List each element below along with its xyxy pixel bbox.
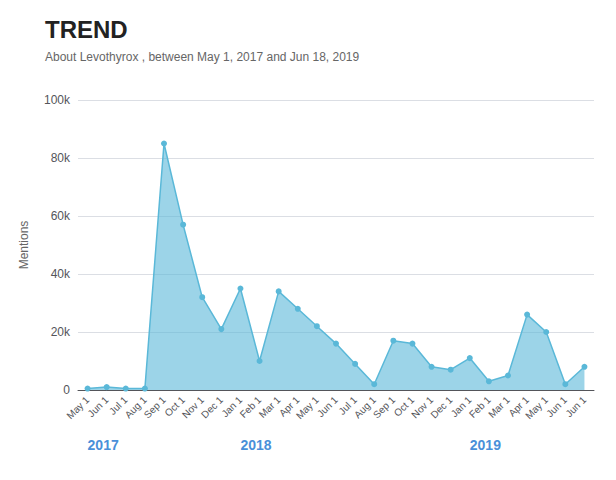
svg-text:Mentions: Mentions [17,221,31,270]
svg-text:Feb 1: Feb 1 [237,394,264,420]
svg-text:Aug 1: Aug 1 [351,394,379,421]
svg-text:Jun 1: Jun 1 [315,394,340,419]
svg-text:Jul 1: Jul 1 [107,394,130,417]
svg-text:May 1: May 1 [523,394,550,421]
svg-text:40k: 40k [51,267,71,281]
svg-text:Feb 1: Feb 1 [466,394,493,420]
svg-text:Jun 1: Jun 1 [85,394,110,419]
svg-text:Nov 1: Nov 1 [409,394,436,421]
svg-text:TREND: TREND [45,16,128,43]
svg-text:2018: 2018 [240,437,271,453]
svg-text:100k: 100k [44,93,71,107]
svg-text:2017: 2017 [88,437,119,453]
svg-text:Apr 1: Apr 1 [277,394,302,419]
svg-text:About Levothyrox , between May: About Levothyrox , between May 1, 2017 a… [45,50,360,64]
svg-text:60k: 60k [51,209,71,223]
svg-text:80k: 80k [51,151,71,165]
svg-text:Mar 1: Mar 1 [257,394,283,420]
svg-text:20k: 20k [51,325,71,339]
svg-text:Nov 1: Nov 1 [179,394,207,421]
svg-text:Sep 1: Sep 1 [142,394,169,421]
svg-text:Oct 1: Oct 1 [162,394,187,419]
svg-text:Jul 1: Jul 1 [336,394,359,417]
svg-text:Apr 1: Apr 1 [506,394,531,419]
svg-text:Jun 1: Jun 1 [544,394,569,419]
svg-text:Dec 1: Dec 1 [428,394,455,421]
svg-text:May 1: May 1 [294,394,321,421]
svg-text:May 1: May 1 [64,394,91,421]
svg-text:Dec 1: Dec 1 [199,394,226,421]
svg-text:2019: 2019 [470,437,501,453]
svg-text:Sep 1: Sep 1 [371,394,398,421]
svg-text:Jan 1: Jan 1 [448,394,474,420]
svg-text:Aug 1: Aug 1 [122,394,149,421]
svg-text:Jan 1: Jan 1 [219,394,245,420]
svg-text:0: 0 [63,383,70,397]
svg-text:Mar 1: Mar 1 [486,394,512,420]
svg-text:Jun 1: Jun 1 [563,394,588,419]
svg-text:Oct 1: Oct 1 [391,394,417,419]
